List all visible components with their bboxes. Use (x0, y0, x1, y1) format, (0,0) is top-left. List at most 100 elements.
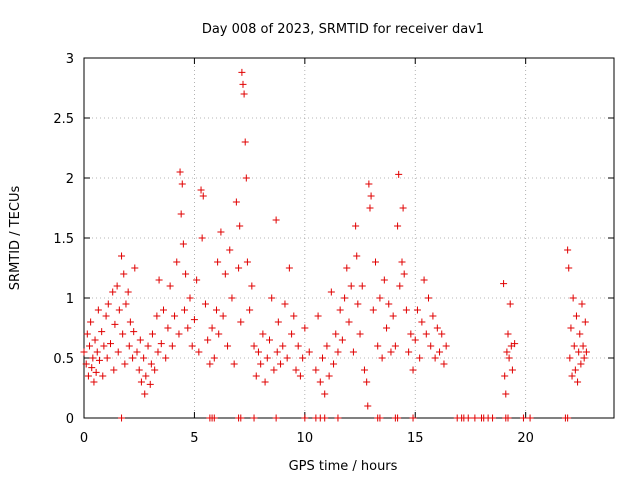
x-tick-label: 5 (190, 431, 198, 446)
data-point (336, 306, 344, 314)
data-point (147, 360, 155, 368)
data-point (176, 168, 184, 176)
data-point (312, 366, 320, 374)
data-point (254, 348, 262, 356)
data-point (290, 312, 298, 320)
data-point (217, 228, 225, 236)
data-point (171, 312, 179, 320)
data-point (154, 348, 162, 356)
data-point (95, 356, 103, 364)
data-point (190, 316, 198, 324)
data-point (400, 270, 408, 278)
data-point (578, 300, 586, 308)
data-point (184, 324, 192, 332)
data-point (431, 354, 439, 362)
data-point (440, 360, 448, 368)
data-point (501, 372, 509, 380)
data-point (179, 240, 187, 248)
data-point (385, 300, 393, 308)
data-point (268, 294, 276, 302)
data-point (122, 300, 130, 308)
data-point (503, 348, 511, 356)
data-point (576, 330, 584, 338)
data-point (433, 324, 441, 332)
data-point (175, 330, 183, 338)
data-point (188, 342, 196, 350)
data-point (581, 318, 589, 326)
data-point (238, 68, 246, 76)
data-point (438, 330, 446, 338)
data-point (103, 354, 111, 362)
data-point (240, 90, 248, 98)
data-point (155, 276, 163, 284)
data-point (173, 258, 181, 266)
x-tick-label: 20 (517, 431, 534, 446)
data-point (502, 390, 510, 398)
data-point (107, 340, 114, 348)
data-point (353, 252, 361, 260)
data-point (511, 340, 519, 348)
data-points (80, 68, 590, 422)
data-point (157, 340, 165, 348)
data-point (575, 348, 583, 356)
data-point (442, 342, 450, 350)
data-point (80, 348, 88, 356)
data-point (214, 258, 222, 266)
x-tick-label: 10 (297, 431, 314, 446)
data-point (569, 294, 577, 302)
data-point (341, 294, 349, 302)
data-point (398, 258, 406, 266)
data-point (325, 372, 333, 380)
data-point (427, 342, 435, 350)
data-point (394, 414, 402, 422)
y-tick-label: 0 (66, 412, 74, 427)
data-point (177, 210, 185, 218)
data-point (215, 330, 223, 338)
data-point (257, 360, 265, 368)
data-point (164, 324, 172, 332)
data-point (378, 354, 386, 362)
data-point (374, 342, 382, 350)
data-point (109, 288, 117, 296)
data-point (237, 318, 245, 326)
data-point (572, 312, 580, 320)
data-point (567, 324, 575, 332)
data-point (166, 282, 174, 290)
data-point (246, 306, 254, 314)
data-point (130, 328, 138, 336)
data-point (236, 222, 244, 230)
data-point (272, 216, 280, 224)
y-tick-label: 0.5 (53, 352, 74, 367)
data-point (577, 360, 585, 368)
data-point (364, 402, 372, 410)
data-point (206, 360, 214, 368)
data-point (489, 414, 497, 422)
data-point (366, 204, 374, 212)
data-point (411, 336, 419, 344)
data-point (321, 390, 329, 398)
data-point (88, 364, 96, 372)
y-tick-label: 3 (66, 52, 74, 67)
data-point (248, 282, 256, 290)
data-point (110, 366, 118, 374)
data-point (250, 414, 258, 422)
data-point (285, 264, 293, 272)
data-point (504, 414, 512, 422)
data-point (376, 294, 384, 302)
data-point (133, 348, 141, 356)
data-point (358, 282, 366, 290)
data-point (162, 354, 170, 362)
data-point (526, 414, 534, 422)
data-point (274, 318, 282, 326)
data-point (228, 294, 236, 302)
x-axis-label: GPS time / hours (289, 459, 398, 474)
data-point (383, 324, 391, 332)
data-point (242, 174, 250, 182)
data-point (273, 348, 281, 356)
y-axis-label: SRMTID / TECUs (8, 186, 23, 291)
data-point (263, 354, 271, 362)
data-point (180, 306, 188, 314)
data-point (94, 306, 102, 314)
data-point (120, 270, 128, 278)
